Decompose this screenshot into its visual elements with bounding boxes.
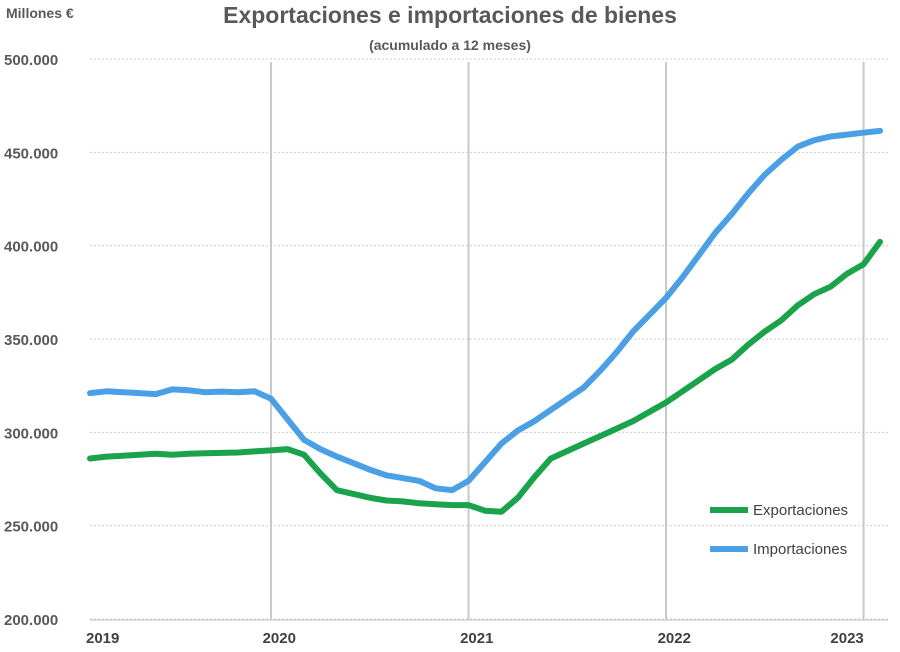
legend-label: Exportaciones: [753, 502, 848, 519]
y-tick-label: 250.000: [4, 519, 58, 536]
x-tick-label: 2022: [658, 630, 691, 647]
y-tick-label: 200.000: [4, 612, 58, 629]
x-tick-label: 2021: [460, 630, 493, 647]
series-line-exportaciones: [87, 238, 883, 515]
x-tick-label: 2023: [830, 630, 863, 647]
x-tick-label: 2020: [263, 630, 296, 647]
chart-title: Exportaciones e importaciones de bienes: [223, 2, 677, 28]
y-axis-unit-label: Millones €: [6, 5, 74, 21]
series-layer: [87, 127, 883, 515]
axis-layer: 200.000 250.000 300.000 350.000 400.000 450.0…: [4, 52, 888, 647]
y-tick-label: 400.000: [4, 239, 58, 256]
legend-label: Importaciones: [753, 541, 847, 558]
series-line-importaciones: [87, 127, 883, 494]
y-tick-label: 350.000: [4, 332, 58, 349]
legend: Exportaciones Importaciones: [710, 502, 848, 558]
y-tick-label: 500.000: [4, 52, 58, 69]
x-tick-label: 2019: [86, 630, 119, 647]
y-tick-label: 450.000: [4, 145, 58, 162]
grid-layer: [90, 58, 888, 620]
chart-subtitle: (acumulado a 12 meses): [369, 37, 531, 53]
y-tick-label: 300.000: [4, 425, 58, 442]
